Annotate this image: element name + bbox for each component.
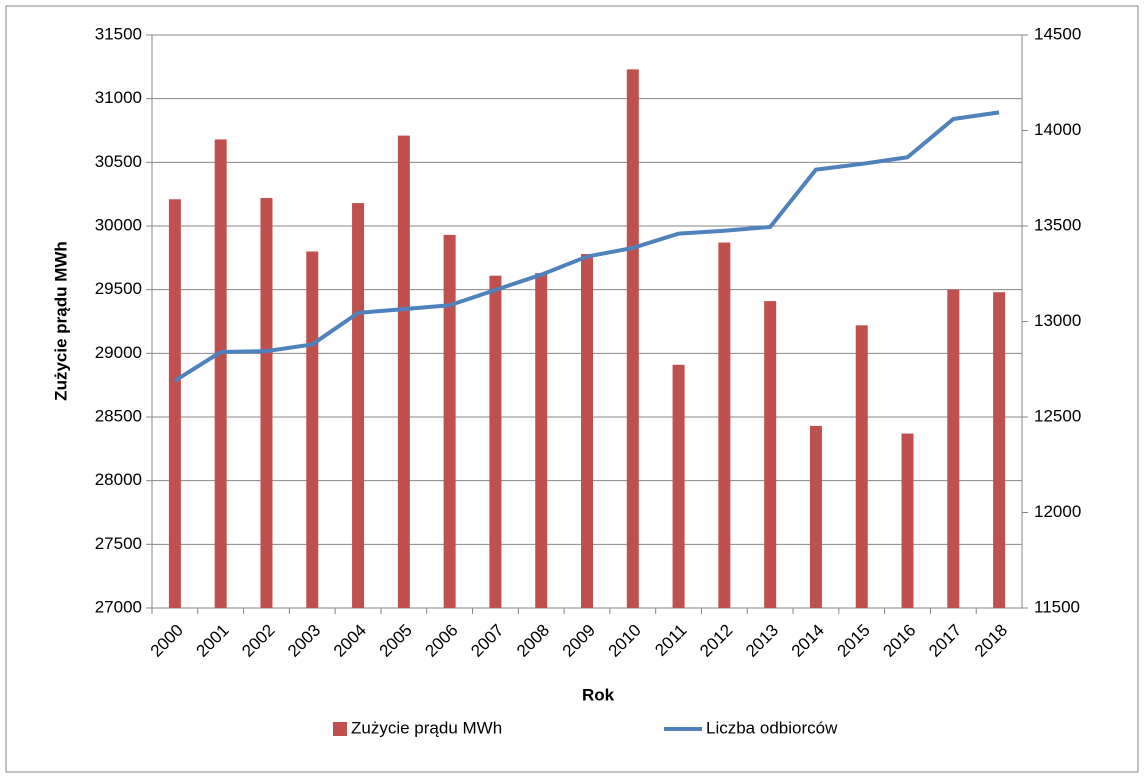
bar bbox=[809, 425, 822, 608]
y2-tick-label: 12000 bbox=[1034, 502, 1081, 521]
y-axis-title: Zużycie prądu MWh bbox=[51, 241, 70, 401]
y-tick-label: 29500 bbox=[95, 279, 142, 298]
y-tick-label: 31500 bbox=[95, 24, 142, 43]
y-tick-label: 31000 bbox=[95, 88, 142, 107]
y-tick-label: 29000 bbox=[95, 343, 142, 362]
bar bbox=[718, 242, 731, 608]
bar bbox=[214, 139, 227, 608]
y2-tick-label: 13500 bbox=[1034, 215, 1081, 234]
y-tick-label: 27500 bbox=[95, 534, 142, 553]
y2-tick-label: 13000 bbox=[1034, 311, 1081, 330]
legend-label: Liczba odbiorców bbox=[706, 718, 838, 737]
bar bbox=[306, 251, 319, 608]
bar bbox=[260, 197, 273, 608]
y-tick-label: 28000 bbox=[95, 470, 142, 489]
y2-tick-label: 11500 bbox=[1034, 597, 1080, 616]
bar bbox=[855, 325, 868, 608]
bar bbox=[352, 203, 365, 608]
y2-tick-label: 14500 bbox=[1034, 24, 1081, 43]
y-tick-label: 30500 bbox=[95, 152, 142, 171]
bar bbox=[397, 135, 410, 609]
y-tick-label: 27000 bbox=[95, 597, 142, 616]
line bbox=[173, 110, 1000, 383]
bar bbox=[993, 292, 1006, 608]
bar bbox=[764, 301, 777, 608]
y-tick-label: 28500 bbox=[95, 406, 142, 425]
bar bbox=[672, 364, 685, 608]
y2-tick-label: 12500 bbox=[1034, 406, 1081, 425]
bar bbox=[947, 289, 960, 608]
y2-tick-label: 14000 bbox=[1034, 120, 1081, 139]
legend-swatch bbox=[333, 722, 347, 736]
legend-label: Zużycie prądu MWh bbox=[351, 718, 502, 737]
bar bbox=[901, 433, 914, 608]
bar bbox=[443, 234, 456, 608]
bar bbox=[626, 69, 639, 608]
bar bbox=[489, 275, 502, 608]
bar bbox=[535, 273, 548, 608]
bar bbox=[168, 199, 181, 608]
bar bbox=[581, 254, 593, 608]
x-axis-title: Rok bbox=[582, 685, 615, 704]
y-tick-label: 30000 bbox=[95, 215, 142, 234]
